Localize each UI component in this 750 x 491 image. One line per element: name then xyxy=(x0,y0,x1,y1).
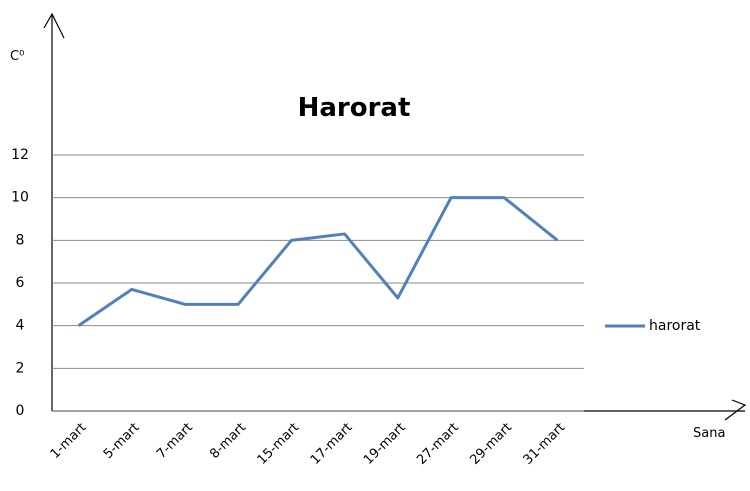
y-axis-label: C⁰ xyxy=(10,49,24,64)
x-tick-label: 27-mart xyxy=(414,420,462,468)
y-tick-label: 10 xyxy=(11,190,29,206)
x-tick-label: 5-mart xyxy=(101,420,143,462)
x-tick-label: 15-mart xyxy=(255,420,303,468)
data-line xyxy=(77,196,559,327)
x-tick-label: 29-mart xyxy=(467,420,515,468)
y-tick-label: 2 xyxy=(16,360,25,376)
x-axis-label: Sana xyxy=(693,426,725,441)
x-tick-label: 8-mart xyxy=(207,420,249,462)
axes xyxy=(43,12,747,421)
y-tick-label: 0 xyxy=(16,403,25,419)
x-tick-label: 7-mart xyxy=(154,420,196,462)
x-tick-label: 19-mart xyxy=(361,420,409,468)
x-tick-label: 17-mart xyxy=(308,420,356,468)
y-tick-label: 8 xyxy=(16,232,25,248)
x-tick-label: 31-mart xyxy=(521,420,569,468)
y-tick-label: 4 xyxy=(16,318,25,334)
y-tick-label: 12 xyxy=(11,147,29,163)
x-axis-arrow xyxy=(724,399,747,421)
legend-label: harorat xyxy=(649,318,701,334)
chart-title: Harorat xyxy=(298,93,411,123)
y-tick-label: 6 xyxy=(16,275,25,291)
y-axis-arrow xyxy=(43,12,65,39)
x-tick-label: 1-mart xyxy=(48,420,90,462)
